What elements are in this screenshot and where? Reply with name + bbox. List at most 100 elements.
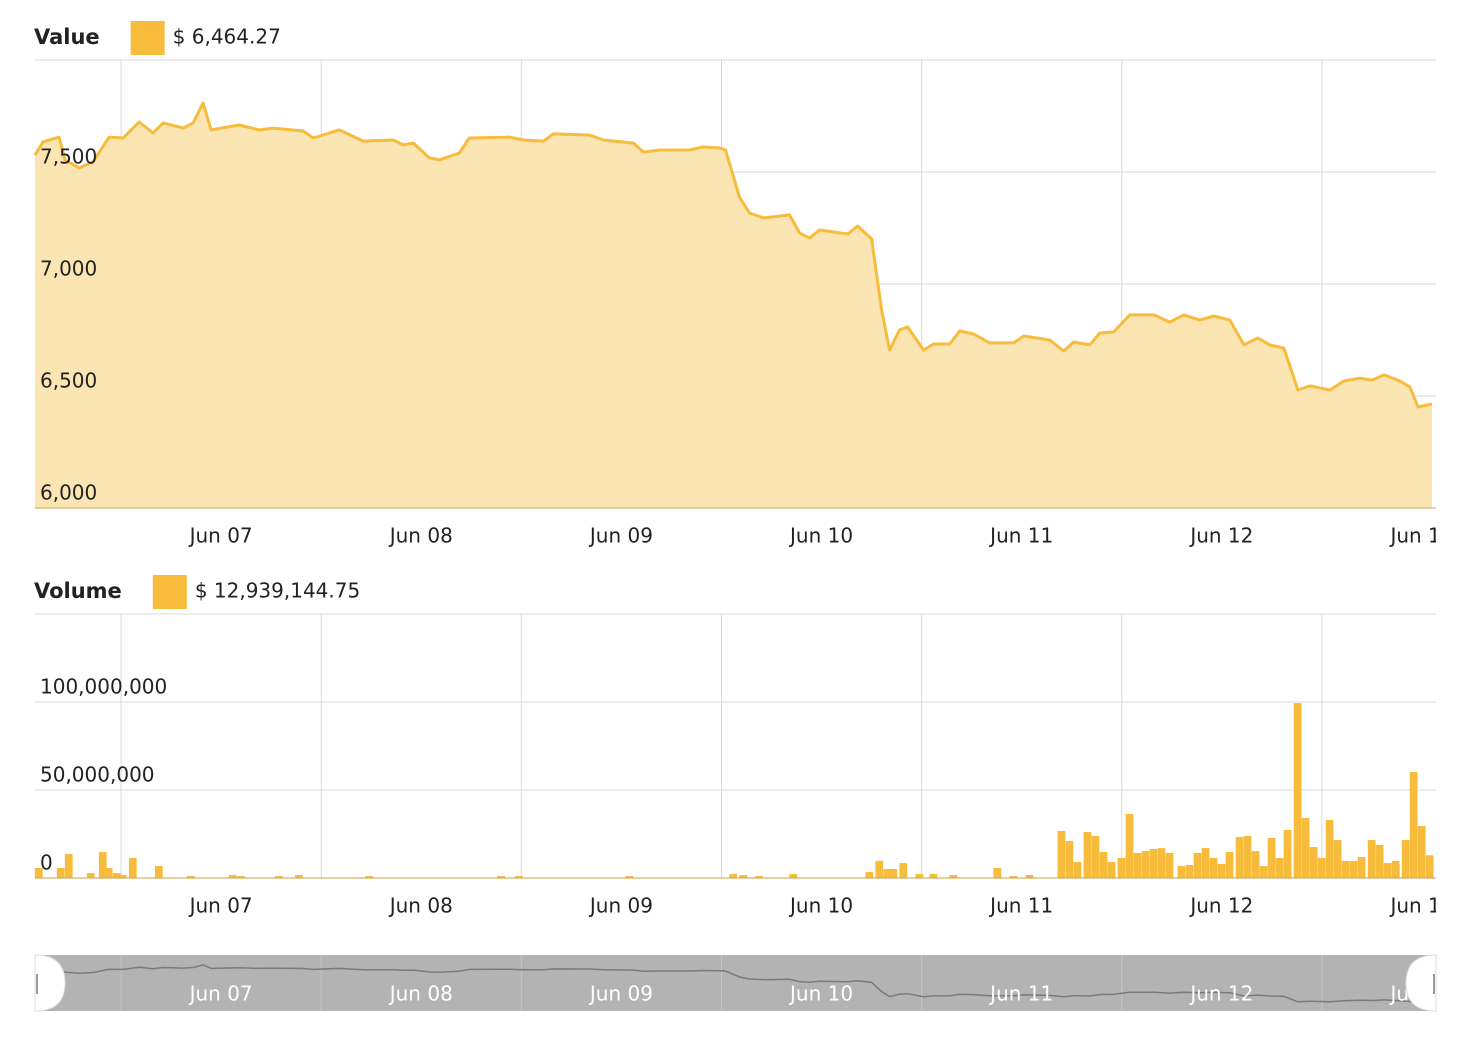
y-tick-label: 6,500: [40, 369, 97, 393]
volume-bar: [1009, 876, 1018, 878]
y-tick-label: 100,000,000: [40, 675, 167, 699]
volume-bar: [497, 876, 505, 878]
volume-bar: [236, 876, 245, 878]
volume-bar: [993, 867, 1002, 878]
volume-bar: [1293, 703, 1302, 878]
volume-bar: [1125, 813, 1134, 878]
x-tick-label: Jun 08: [388, 894, 453, 918]
value-line: [33, 101, 1433, 409]
volume-bar: [1107, 861, 1116, 878]
volume-bar: [1243, 835, 1252, 878]
volume-bar: [186, 876, 195, 878]
x-tick-label: Jun 12: [1188, 894, 1253, 918]
x-tick-label: Jun 07: [188, 524, 253, 548]
x-tick-label: Jun 10: [788, 524, 853, 548]
volume-bar: [1375, 844, 1384, 878]
volume-bar: [889, 869, 898, 878]
volume-bar: [929, 873, 938, 878]
volume-bar: [729, 873, 738, 878]
y-tick-label: 0: [40, 851, 53, 875]
navigator-mask: [35, 955, 1436, 1011]
x-tick-label: Jun 08: [388, 524, 453, 548]
volume-bar: [625, 876, 633, 878]
current-value: $ 12,939,144.75: [195, 579, 360, 603]
volume-bar: [104, 867, 113, 878]
navigator-label: Jun 09: [588, 982, 653, 1006]
volume-bar: [1225, 851, 1234, 878]
volume-bar: [1317, 857, 1326, 878]
volume-bar: [1209, 857, 1218, 878]
volume-bar: [56, 867, 65, 878]
volume-bar: [1083, 832, 1092, 878]
volume-bar: [1091, 835, 1100, 878]
volume-bar: [228, 875, 237, 878]
volume-bar: [755, 876, 764, 878]
volume-bar: [1341, 860, 1350, 878]
volume-bar: [915, 873, 924, 878]
volume-bar: [1117, 857, 1126, 878]
volume-bar: [1325, 819, 1334, 878]
volume-bar: [899, 863, 908, 878]
volume-bar: [86, 873, 95, 878]
volume-bar: [112, 873, 121, 878]
volume-bar: [1283, 829, 1292, 878]
volume-bar: [1259, 866, 1268, 878]
volume-bar: [1073, 861, 1082, 878]
y-tick-label: 7,500: [40, 145, 97, 169]
volume-bar: [1417, 826, 1426, 878]
current-value: $ 6,464.27: [173, 25, 281, 49]
x-tick-label: Jun 09: [588, 524, 653, 548]
volume-bar: [275, 876, 283, 878]
volume-bar: [1185, 864, 1194, 878]
navigator-handle[interactable]: [34, 954, 66, 1012]
volume-bar: [34, 867, 43, 878]
volume-bar: [1383, 863, 1392, 878]
navigator[interactable]: [35, 955, 1436, 1011]
volume-bar: [1401, 839, 1410, 878]
volume-bar: [295, 875, 303, 878]
x-tick-label: Jun 12: [1188, 524, 1253, 548]
volume-bar: [1193, 853, 1202, 878]
volume-bar: [1165, 853, 1174, 878]
x-tick-label: Jun 09: [588, 894, 653, 918]
volume-bar: [1133, 853, 1142, 878]
navigator-label: Jun 10: [788, 982, 853, 1006]
volume-bar: [1065, 841, 1074, 878]
volume-bar: [1425, 855, 1434, 878]
volume-bar: [1141, 851, 1150, 878]
volume-bar: [1267, 838, 1276, 878]
x-tick-label: Jun 11: [988, 894, 1053, 918]
volume-bar: [1391, 860, 1400, 878]
volume-bar: [1349, 860, 1358, 878]
navigator-label: Jun 08: [388, 982, 453, 1006]
volume-bar: [789, 873, 798, 878]
navigator-content: Jun 07 Jun 08 Jun 09 Jun 10 Jun 11 Jun 12 Jun …: [34, 954, 1437, 1012]
volume-bar: [865, 872, 874, 878]
volume-bar: [64, 854, 73, 878]
volume-bar: [883, 869, 892, 878]
volume-bar: [128, 857, 137, 878]
volume-bar: [949, 875, 958, 878]
volume-bar: [1301, 817, 1310, 878]
volume-bar: [365, 876, 373, 878]
volume-bar: [739, 875, 748, 878]
navigator-label: Jun 07: [188, 982, 253, 1006]
volume-bar: [1235, 836, 1244, 878]
volume-bar: [1357, 857, 1366, 878]
volume-bar: [1157, 848, 1166, 878]
volume-bar: [1309, 847, 1318, 878]
navigator-handle[interactable]: [1405, 954, 1437, 1012]
legend-swatch: [152, 575, 187, 609]
navigator-label: Jun 11: [988, 982, 1053, 1006]
x-tick-label: Jun 10: [788, 894, 853, 918]
volume-bar: [515, 876, 523, 878]
navigator-label: Jun 12: [1188, 982, 1253, 1006]
volume-bar: [1177, 866, 1186, 878]
chart-title: Value: [34, 25, 100, 49]
volume-bar: [1099, 851, 1108, 878]
volume-bar: [1275, 857, 1284, 878]
volume-bar: [1149, 848, 1158, 878]
x-tick-label: Jun 13: [1388, 894, 1453, 918]
x-tick-label: Jun 07: [188, 894, 253, 918]
